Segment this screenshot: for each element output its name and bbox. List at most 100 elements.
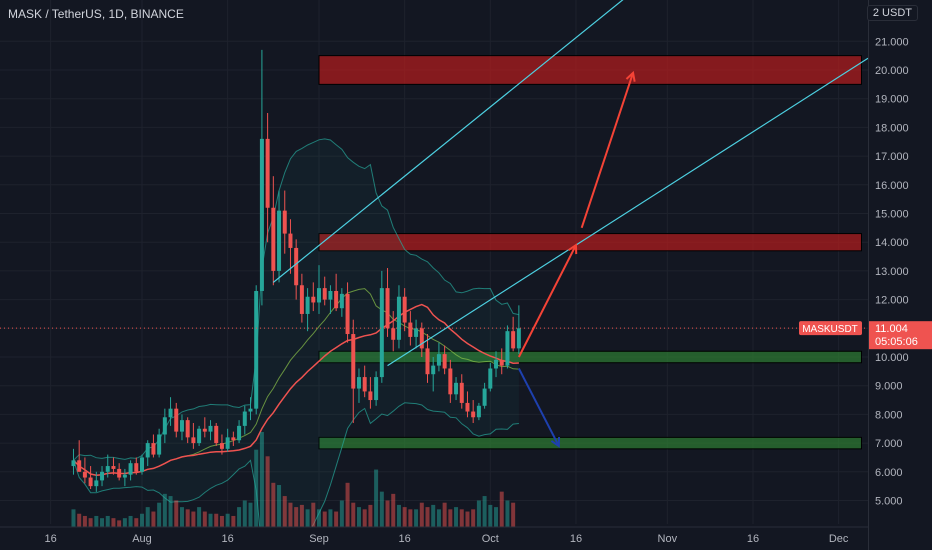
candle [511,316,516,352]
candle-body [448,368,453,395]
candle-body [254,290,259,409]
volume-bar [140,513,144,527]
candle-body [499,359,504,366]
candle [242,405,247,435]
volume-bar [442,502,447,527]
candle [351,319,356,424]
candle [328,285,333,314]
candle [174,402,179,438]
candle [431,357,436,392]
currency-selector[interactable]: 2 USDT [866,5,918,21]
plot-area [71,0,869,550]
candle-body [259,138,264,291]
volume-bar [345,482,350,527]
bollinger-lower [73,402,519,550]
candle [145,440,150,467]
candle [151,434,156,458]
volume-bar [71,509,76,527]
candle [282,190,287,254]
y-tick-label: 17.000 [875,151,909,163]
volume-bar [505,500,510,527]
candle-body [305,296,310,314]
volume-bar [214,513,219,527]
candle [248,397,253,421]
candle [122,468,127,487]
volume-bar [396,504,401,527]
candle-body [174,408,179,432]
candle [140,454,144,475]
volume-bar [499,491,504,527]
volume-bar [208,513,213,527]
x-tick-label: Oct [482,533,499,545]
volume-bar [299,504,304,527]
candle [402,288,407,332]
candle-body [71,460,76,467]
resistance-zone [318,55,862,85]
candle-body [516,328,521,349]
candle-body [185,420,190,438]
y-tick-label: 16.000 [875,180,909,192]
candle [134,457,139,475]
volume-bar [111,518,116,527]
candle-body [225,437,230,449]
support-zone [318,350,862,364]
candle-body [191,437,196,444]
volume-bar [328,509,333,527]
bollinger-fill [73,138,519,550]
symbol-price-tag [799,321,862,336]
volume-bar [231,515,236,527]
candle [494,351,499,378]
candle-body [197,428,202,444]
y-tick-label: 13.000 [875,266,909,278]
x-tick-label: 16 [747,533,759,545]
volume-bar [431,504,436,527]
volume-bar [368,504,373,527]
volume-bar [100,518,105,527]
candle-body [339,293,344,309]
y-tick-label: 12.000 [875,295,909,307]
volume-bar [305,509,310,527]
volume-bar [362,509,367,527]
candle-body [414,328,419,337]
forecast-arrow [517,368,560,447]
candle [77,440,82,472]
volume-bar [277,485,282,527]
candle-body [168,408,173,418]
volume-bar [402,507,407,527]
candle-body [328,290,333,300]
y-tick-label: 21.000 [875,36,909,48]
candle-body [442,354,447,369]
candle [425,334,430,383]
y-tick-label: 10.000 [875,352,909,364]
volume-bar [471,509,476,527]
candle [408,311,413,346]
candle [82,457,87,484]
candle [254,285,259,415]
support-zone [318,436,862,450]
candle-body [179,420,184,432]
x-tick-label: 16 [45,533,57,545]
volume-bar [317,509,322,527]
y-tick-label: 9.000 [875,381,903,393]
candle-body [277,210,282,271]
candle-body [396,296,401,340]
volume-bar [157,502,162,527]
candle-body [157,434,162,455]
candle-body [368,391,373,401]
y-tick-label: 15.000 [875,209,909,221]
volume-bar [202,511,207,527]
candle [374,371,379,406]
symbol-title: MASK / TetherUS, 1D, BINANCE [8,7,184,21]
y-tick-label: 8.000 [875,409,903,421]
y-tick-label: 20.000 [875,65,909,77]
forecast-arrowhead [567,243,578,255]
candle-body [265,138,270,208]
candle-body [465,402,470,412]
trendline [387,57,869,367]
candle [505,325,510,369]
candle [111,457,116,475]
price-axis-bg [868,0,932,550]
candle [334,273,339,312]
candle-body [151,443,156,455]
